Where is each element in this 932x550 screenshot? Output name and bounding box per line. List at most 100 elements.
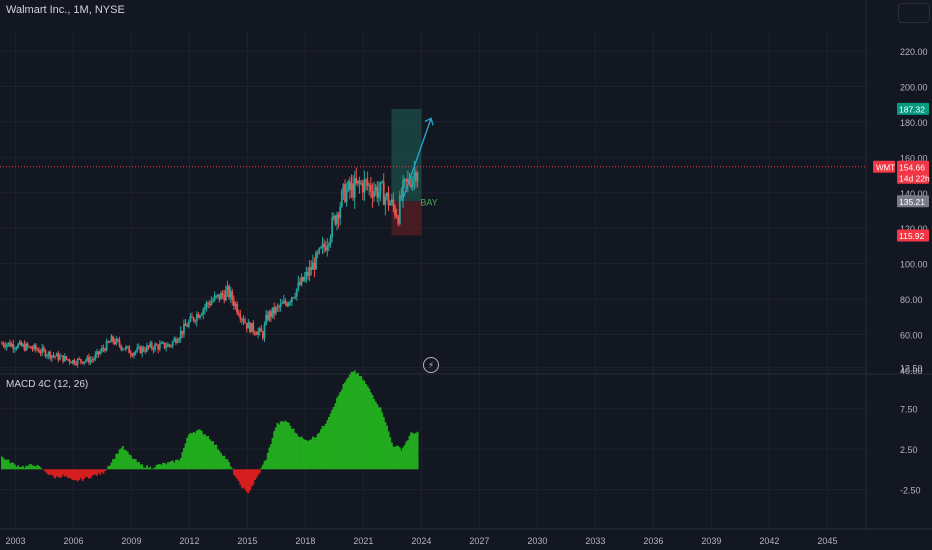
macd-bar bbox=[76, 469, 79, 482]
candle bbox=[228, 286, 230, 298]
macd-bar bbox=[173, 462, 176, 470]
current-price-badge: 154.66 bbox=[899, 162, 925, 172]
macd-bar bbox=[23, 467, 26, 470]
current-price-badge-bg bbox=[897, 160, 929, 173]
candle bbox=[25, 343, 27, 351]
candle bbox=[154, 344, 156, 350]
candle bbox=[369, 185, 372, 193]
candle bbox=[46, 355, 48, 357]
macd-bar bbox=[344, 382, 347, 470]
macd-bar bbox=[336, 397, 338, 470]
candle bbox=[387, 192, 390, 206]
macd-bar bbox=[120, 448, 123, 470]
candle bbox=[337, 214, 340, 219]
candle bbox=[326, 245, 329, 251]
candle bbox=[305, 271, 308, 277]
candle bbox=[241, 318, 243, 320]
macd-bar bbox=[216, 449, 219, 470]
price-tick-label: 80.00 bbox=[900, 295, 923, 305]
candle bbox=[189, 316, 192, 322]
candle bbox=[160, 342, 163, 344]
candle bbox=[229, 291, 232, 298]
candle bbox=[41, 347, 44, 353]
candle bbox=[63, 356, 66, 362]
candle bbox=[218, 294, 221, 300]
candle bbox=[115, 338, 118, 344]
macd-bar bbox=[376, 404, 379, 470]
macd-bar bbox=[147, 467, 150, 470]
price-tick-label: 100.00 bbox=[900, 260, 928, 270]
candle bbox=[163, 342, 166, 348]
candle bbox=[129, 353, 132, 355]
macd-bar bbox=[270, 444, 272, 470]
candle bbox=[136, 347, 139, 352]
macd-bar bbox=[340, 389, 343, 470]
candle bbox=[60, 355, 63, 357]
macd-bar bbox=[200, 431, 203, 470]
candle bbox=[405, 179, 408, 182]
price-tick-label: 140.00 bbox=[900, 189, 928, 199]
candle bbox=[133, 352, 135, 356]
macd-bar bbox=[136, 462, 139, 470]
candle bbox=[155, 344, 158, 346]
candle bbox=[1, 343, 3, 345]
corner-button[interactable] bbox=[898, 3, 930, 23]
candle bbox=[102, 348, 105, 350]
candle bbox=[194, 320, 197, 322]
macd-bar bbox=[329, 413, 332, 470]
macd-bar bbox=[54, 469, 57, 479]
macd-bar bbox=[38, 466, 40, 470]
candle bbox=[150, 343, 153, 349]
candle bbox=[139, 346, 142, 354]
candle bbox=[18, 341, 21, 345]
candle bbox=[173, 338, 176, 342]
macd-bar bbox=[63, 469, 66, 477]
macd-bar bbox=[199, 429, 202, 470]
macd-bar bbox=[221, 455, 224, 470]
macd-bar bbox=[183, 447, 185, 470]
candle bbox=[294, 296, 297, 298]
candle bbox=[181, 330, 184, 334]
x-tick-label: 2024 bbox=[411, 536, 431, 546]
candle bbox=[73, 360, 76, 364]
candle bbox=[384, 196, 387, 205]
macd-bar bbox=[324, 423, 327, 470]
candle bbox=[416, 172, 419, 182]
candle bbox=[175, 338, 177, 343]
macd-bar bbox=[300, 436, 303, 470]
candle bbox=[247, 322, 250, 329]
candle bbox=[374, 186, 377, 191]
macd-bar bbox=[382, 416, 385, 470]
macd-bar bbox=[15, 466, 18, 470]
macd-bar bbox=[117, 453, 119, 470]
macd-bar bbox=[241, 469, 243, 489]
macd-bar bbox=[239, 469, 242, 485]
arrow-head bbox=[424, 117, 434, 126]
macd-bar bbox=[403, 445, 406, 470]
candle bbox=[315, 252, 317, 270]
candle bbox=[121, 348, 124, 350]
candle bbox=[392, 199, 395, 207]
macd-bar bbox=[139, 464, 142, 470]
macd-bar bbox=[387, 431, 390, 470]
candle bbox=[2, 343, 5, 346]
candle bbox=[376, 186, 379, 198]
macd-bar bbox=[133, 458, 136, 470]
bolt-icon[interactable]: ⚡ bbox=[423, 357, 439, 373]
macd-bar bbox=[46, 469, 49, 474]
candle bbox=[295, 288, 298, 297]
candle bbox=[220, 292, 222, 300]
candle bbox=[360, 183, 363, 185]
candle bbox=[149, 343, 152, 347]
macd-bar bbox=[47, 469, 50, 475]
x-tick-label: 2015 bbox=[237, 536, 257, 546]
candle bbox=[389, 203, 392, 206]
candle bbox=[363, 179, 366, 193]
macd-bar bbox=[123, 449, 126, 470]
macd-bar bbox=[313, 437, 316, 470]
candle bbox=[68, 359, 71, 363]
macd-bar bbox=[71, 469, 74, 480]
candle bbox=[353, 178, 356, 198]
candle bbox=[268, 311, 271, 320]
